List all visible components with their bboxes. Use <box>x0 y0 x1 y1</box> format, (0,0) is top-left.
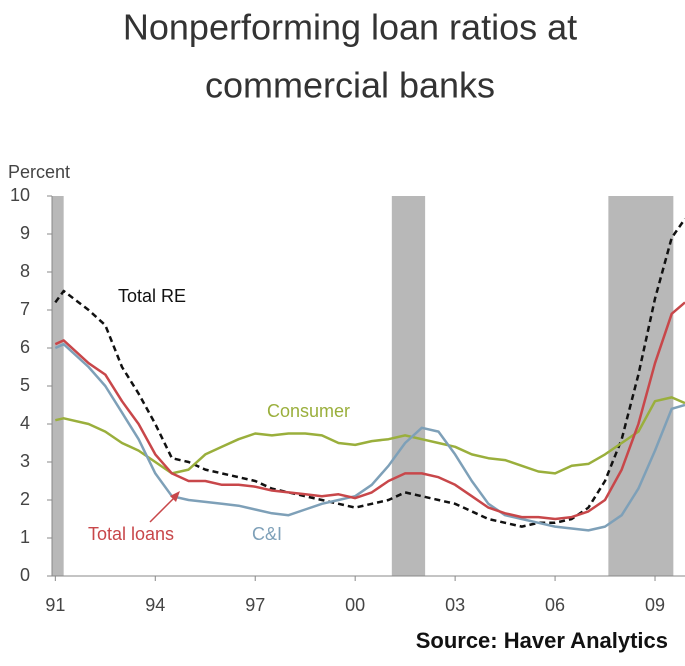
x-tick-label: 06 <box>545 595 565 615</box>
series-label: Total loans <box>88 524 174 544</box>
y-tick-label: 7 <box>20 299 30 319</box>
y-tick-label: 2 <box>20 489 30 509</box>
y-tick-label: 10 <box>10 185 30 205</box>
x-tick-label: 00 <box>345 595 365 615</box>
recession-band <box>391 196 426 576</box>
arrow <box>149 495 177 523</box>
series-label: C&I <box>252 524 282 544</box>
series-line <box>54 342 685 532</box>
recession-band <box>52 196 64 576</box>
y-axis-label: Percent <box>8 162 70 182</box>
source: Source: Haver Analytics <box>416 628 668 653</box>
arrow-head <box>170 491 180 502</box>
x-tick-label: 09 <box>645 595 665 615</box>
y-tick-label: 9 <box>20 223 30 243</box>
series-label: Total RE <box>118 286 186 306</box>
x-tick-label: 94 <box>145 595 165 615</box>
chart-title: commercial banks <box>205 65 495 106</box>
y-tick-label: 6 <box>20 337 30 357</box>
series-line <box>54 301 685 521</box>
chart-title: Nonperforming loan ratios at <box>123 7 577 48</box>
y-tick-label: 8 <box>20 261 30 281</box>
x-tick-label: 03 <box>445 595 465 615</box>
series-line <box>55 396 685 475</box>
y-tick-label: 0 <box>20 565 30 585</box>
y-tick-label: 5 <box>20 375 30 395</box>
recession-band <box>608 196 674 576</box>
series-line <box>54 218 685 528</box>
x-tick-label: 91 <box>45 595 65 615</box>
y-tick-label: 4 <box>20 413 30 433</box>
y-tick-label: 3 <box>20 451 30 471</box>
series-label: Consumer <box>267 401 350 421</box>
y-tick-label: 1 <box>20 527 30 547</box>
x-tick-label: 97 <box>245 595 265 615</box>
